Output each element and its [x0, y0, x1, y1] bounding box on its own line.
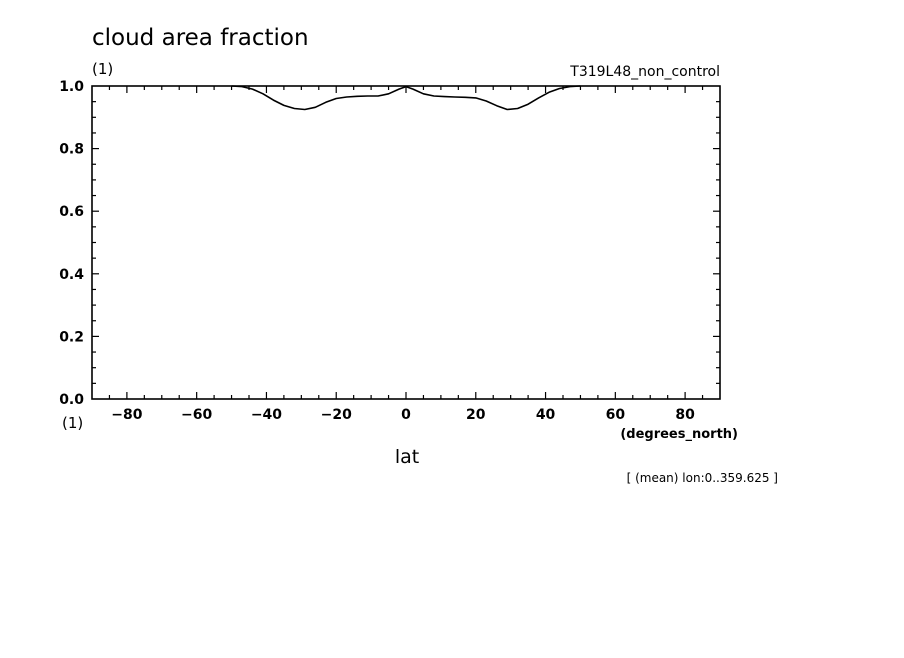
x-tick-label: 20 [466, 407, 486, 423]
x-tick-label: −20 [321, 407, 352, 423]
x-tick-label: 60 [606, 407, 626, 423]
chart-title: cloud area fraction [92, 25, 309, 51]
y-tick-label: 0.6 [59, 204, 84, 220]
averaging-note: [ (mean) lon:0..359.625 ] [627, 471, 778, 485]
x-tick-label: −60 [181, 407, 212, 423]
y-tick-label: 1.0 [59, 79, 84, 95]
x-tick-label: 0 [401, 407, 411, 423]
x-axis: −80 −60 −40 −20 0 20 40 60 80 [108, 86, 704, 423]
run-label: T319L48_non_control [569, 64, 720, 80]
x-tick-label: 40 [536, 407, 556, 423]
y-tick-label: 0.8 [59, 142, 84, 158]
plot-frame [91, 85, 721, 400]
y-tick-label: 0.2 [59, 329, 84, 345]
x-tick-label: 80 [675, 407, 695, 423]
y-tick-label: 0.4 [59, 267, 84, 283]
x-units-label: (degrees_north) [620, 427, 738, 442]
y-units-label: (1) [92, 60, 113, 78]
x-axis-title: lat [395, 446, 419, 468]
x-tick-label: −80 [111, 407, 142, 423]
x-left-units-label: (1) [62, 414, 83, 432]
y-axis: 0.0 0.2 0.4 0.6 0.8 1.0 [59, 79, 720, 408]
y-tick-label: 0.0 [59, 392, 84, 408]
x-tick-label: −40 [251, 407, 282, 423]
